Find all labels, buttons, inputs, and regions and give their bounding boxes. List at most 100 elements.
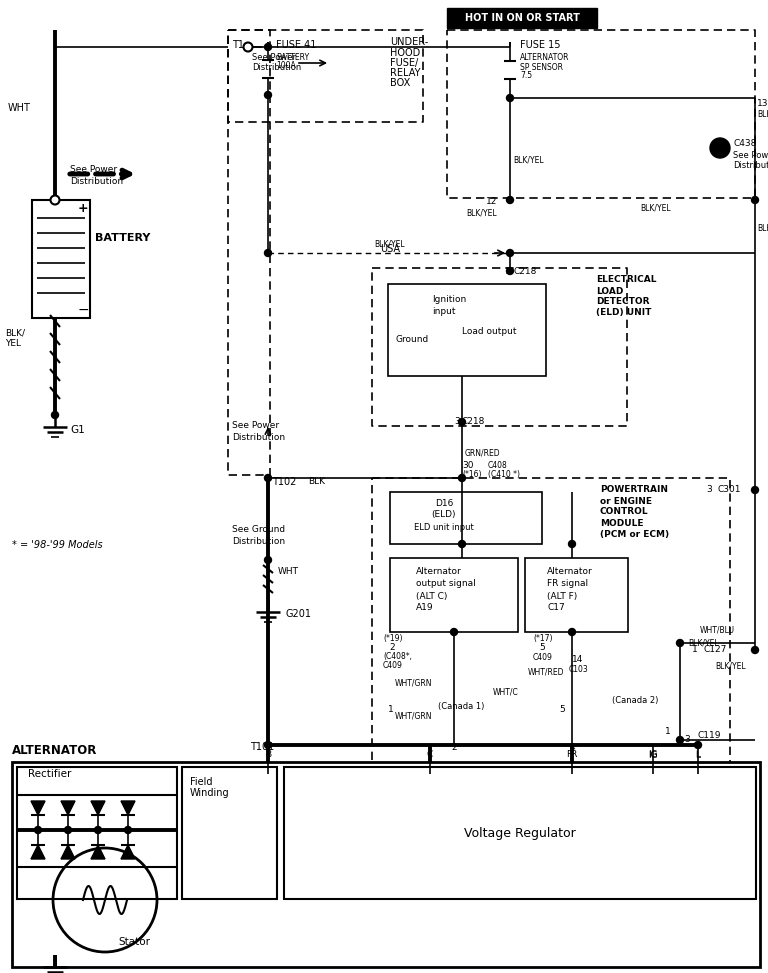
- Circle shape: [124, 826, 131, 834]
- Text: C438: C438: [733, 139, 756, 149]
- Text: 1: 1: [505, 267, 511, 275]
- Text: 12: 12: [485, 198, 497, 206]
- Text: BLK/YEL: BLK/YEL: [757, 224, 768, 233]
- Circle shape: [264, 249, 272, 257]
- Text: UNDER-: UNDER-: [390, 37, 429, 47]
- Text: BLK/YEL: BLK/YEL: [640, 203, 670, 212]
- Text: output signal: output signal: [416, 579, 475, 588]
- Text: 3: 3: [684, 736, 690, 744]
- Text: (Canada 1): (Canada 1): [438, 702, 485, 710]
- Text: (Canada 2): (Canada 2): [612, 696, 658, 704]
- Text: Distribution: Distribution: [70, 176, 123, 186]
- Text: 1: 1: [692, 645, 698, 655]
- Text: (*17): (*17): [533, 633, 552, 642]
- Polygon shape: [91, 845, 105, 859]
- Text: (*16): (*16): [462, 471, 482, 480]
- Text: Winding: Winding: [190, 788, 230, 798]
- Bar: [12, 762, 760, 967]
- Text: BLK/YEL: BLK/YEL: [513, 156, 544, 164]
- Text: B: B: [265, 750, 271, 759]
- Text: 2: 2: [451, 742, 457, 751]
- Circle shape: [264, 91, 272, 98]
- Text: WHT/GRN: WHT/GRN: [395, 711, 432, 720]
- Circle shape: [264, 557, 272, 563]
- Bar: [390, 558, 518, 632]
- Text: T102: T102: [272, 477, 296, 487]
- Text: (ALT C): (ALT C): [416, 593, 448, 601]
- Text: C409: C409: [533, 653, 553, 662]
- Text: C: C: [427, 750, 433, 759]
- Circle shape: [458, 418, 465, 425]
- Text: (PCM or ECM): (PCM or ECM): [600, 529, 669, 538]
- Text: POWERTRAIN: POWERTRAIN: [600, 486, 668, 494]
- Text: or ENGINE: or ENGINE: [600, 496, 652, 506]
- Text: Distribution: Distribution: [232, 536, 285, 546]
- Text: Ignition: Ignition: [432, 296, 466, 305]
- Text: 14: 14: [572, 656, 584, 665]
- Text: (C408*,: (C408*,: [383, 653, 412, 662]
- Polygon shape: [121, 801, 135, 815]
- Text: WHT: WHT: [8, 103, 31, 113]
- Text: ELECTRICAL: ELECTRICAL: [596, 275, 657, 284]
- Text: WHT/BLU: WHT/BLU: [700, 626, 735, 634]
- Circle shape: [752, 486, 759, 493]
- Circle shape: [458, 540, 465, 548]
- Bar: [32, 200, 90, 318]
- Text: IG: IG: [648, 750, 658, 759]
- Text: SP SENSOR: SP SENSOR: [520, 62, 563, 71]
- Text: HOT IN ON OR START: HOT IN ON OR START: [465, 13, 579, 23]
- Text: Voltage Regulator: Voltage Regulator: [464, 826, 576, 840]
- Text: 1: 1: [665, 728, 670, 737]
- Text: D16: D16: [435, 499, 453, 509]
- Text: CONTROL: CONTROL: [600, 508, 649, 517]
- Text: HOOD: HOOD: [390, 48, 420, 58]
- Text: 3: 3: [454, 417, 460, 426]
- Text: ELD unit input: ELD unit input: [414, 523, 474, 532]
- Text: MODULE: MODULE: [600, 519, 644, 527]
- Polygon shape: [91, 801, 105, 815]
- Circle shape: [507, 94, 514, 101]
- Text: See Power: See Power: [252, 54, 296, 62]
- Text: YEL: YEL: [5, 340, 21, 348]
- Circle shape: [677, 737, 684, 743]
- Circle shape: [243, 43, 253, 52]
- Text: 5: 5: [539, 643, 545, 653]
- Circle shape: [752, 197, 759, 203]
- Text: G1: G1: [70, 425, 84, 435]
- Text: BLK/YEL: BLK/YEL: [688, 638, 719, 647]
- Text: 13: 13: [757, 99, 768, 109]
- Text: 2: 2: [389, 643, 395, 653]
- Text: FR: FR: [566, 750, 578, 759]
- Text: input: input: [432, 306, 455, 315]
- Circle shape: [264, 475, 272, 482]
- Text: Load output: Load output: [462, 328, 517, 337]
- Circle shape: [458, 475, 465, 482]
- Text: C218: C218: [513, 267, 536, 275]
- Text: BLK/YEL: BLK/YEL: [757, 110, 768, 119]
- Text: (ELD) UNIT: (ELD) UNIT: [596, 308, 651, 317]
- Text: See Power: See Power: [70, 165, 118, 174]
- Text: Distribution: Distribution: [232, 433, 285, 442]
- Text: −: −: [78, 303, 89, 317]
- Text: A19: A19: [416, 603, 434, 612]
- Circle shape: [65, 826, 71, 834]
- Text: BLK: BLK: [308, 478, 325, 486]
- Text: T1: T1: [232, 40, 244, 50]
- Text: Ground: Ground: [396, 336, 429, 344]
- Text: BATTERY: BATTERY: [276, 53, 310, 61]
- Text: C409: C409: [383, 662, 403, 670]
- Text: WHT: WHT: [278, 567, 299, 576]
- Text: USA: USA: [380, 244, 400, 254]
- Bar: [17, 767, 177, 899]
- Polygon shape: [61, 845, 75, 859]
- Text: BLK/YEL: BLK/YEL: [375, 239, 406, 248]
- Circle shape: [507, 268, 514, 274]
- Text: C119: C119: [698, 732, 721, 740]
- Text: ALTERNATOR: ALTERNATOR: [12, 744, 98, 757]
- Text: L: L: [696, 751, 700, 761]
- Text: Alternator: Alternator: [416, 567, 462, 576]
- Bar: [284, 767, 756, 899]
- Text: (ALT F): (ALT F): [547, 593, 578, 601]
- Text: WHT/GRN: WHT/GRN: [395, 678, 432, 688]
- Text: C218: C218: [462, 417, 485, 426]
